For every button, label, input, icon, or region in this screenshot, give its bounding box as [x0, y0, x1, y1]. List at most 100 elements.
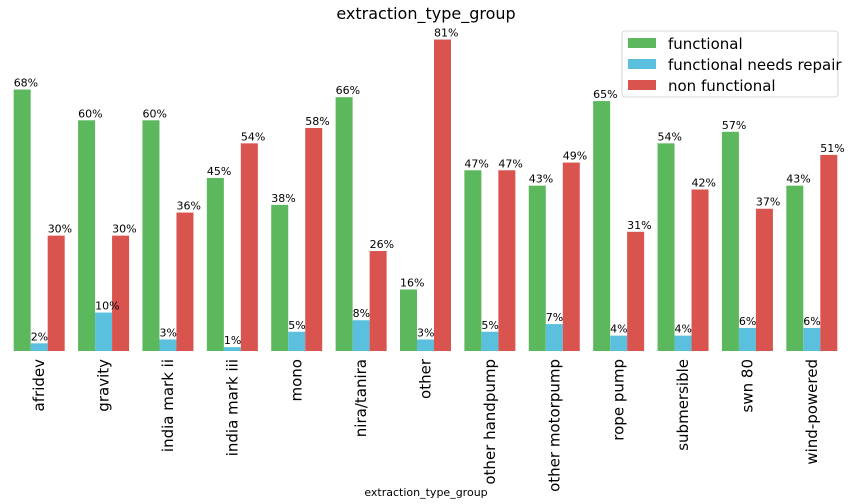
bar-nira-tanira-non-functional — [369, 251, 387, 351]
bar-gravity-functional-needs-repair — [95, 312, 113, 351]
data-label: 45% — [207, 165, 231, 178]
data-labels-layer: 68% 2% 30% 60% 10% 30% 60% 3% 36% 45% 1% 54% 38% 5% 58… — [14, 27, 845, 348]
data-label: 36% — [176, 200, 200, 213]
bar-india-mark-ii-non-functional — [176, 212, 194, 351]
x-tick-label: india mark iii — [223, 359, 241, 456]
legend-box — [621, 30, 839, 98]
bar-afridev-functional-needs-repair — [30, 343, 48, 351]
x-tick-label: other — [417, 358, 435, 399]
bar-gravity-non-functional — [112, 235, 130, 351]
data-label: 66% — [336, 84, 360, 97]
data-label: 10% — [95, 300, 119, 313]
data-label: 43% — [786, 173, 810, 186]
x-tick-label: nira/tanira — [352, 359, 370, 437]
data-label: 5% — [288, 319, 305, 332]
x-tick-label: submersible — [674, 359, 692, 451]
bar-other-functional-needs-repair — [417, 339, 434, 351]
bar-rope-pump-non-functional — [627, 231, 645, 351]
bar-nira-tanira-functional-needs-repair — [352, 320, 370, 351]
bar-afridev-non-functional — [47, 235, 65, 351]
data-label: 16% — [400, 276, 424, 289]
data-label: 42% — [692, 177, 716, 190]
x-tick-label: gravity — [95, 359, 113, 412]
data-label: 49% — [563, 150, 587, 163]
data-label: 57% — [722, 119, 746, 132]
x-tick-label: other handpump — [481, 359, 499, 485]
bar-submersible-functional — [657, 143, 675, 351]
data-label: 4% — [610, 323, 627, 336]
bar-swn-80-non-functional — [755, 208, 773, 351]
data-label: 7% — [546, 311, 563, 324]
bar-india-mark-iii-functional-needs-repair — [223, 347, 241, 351]
bar-swn-80-functional — [721, 131, 739, 351]
bar-mono-functional — [271, 204, 289, 351]
data-label: 6% — [803, 315, 820, 328]
x-tick-labels: afridev gravity india mark ii india mark ii… — [30, 358, 821, 492]
legend-label: functional — [668, 35, 743, 53]
bar-other-non-functional — [434, 39, 451, 351]
x-tick-label: afridev — [30, 359, 48, 412]
data-label: 3% — [159, 326, 176, 339]
bars-layer — [13, 39, 838, 352]
bar-other-motorpump-functional — [528, 185, 546, 351]
bar-wind-powered-non-functional — [820, 154, 838, 351]
bar-wind-powered-functional — [786, 185, 804, 351]
x-tick-label: wind-powered — [803, 359, 821, 465]
data-label: 5% — [481, 319, 498, 332]
data-label: 4% — [675, 323, 692, 336]
data-label: 47% — [464, 157, 488, 170]
data-label: 60% — [142, 107, 166, 120]
data-label: 68% — [14, 77, 38, 90]
bar-afridev-functional — [13, 89, 31, 352]
bar-other-motorpump-functional-needs-repair — [545, 324, 563, 351]
legend-swatch — [628, 80, 656, 90]
legend-label: functional needs repair — [668, 56, 842, 74]
data-label: 31% — [627, 219, 651, 232]
data-label: 30% — [112, 223, 136, 236]
data-label: 47% — [498, 157, 522, 170]
bar-mono-non-functional — [305, 127, 323, 351]
bar-other-functional — [400, 289, 417, 351]
data-label: 65% — [593, 88, 617, 101]
data-label: 37% — [756, 196, 780, 209]
x-tick-label: swn 80 — [738, 359, 756, 412]
bar-submersible-non-functional — [691, 189, 709, 351]
bar-other-motorpump-non-functional — [562, 162, 580, 351]
data-label: 54% — [241, 130, 265, 143]
legend: functional functional needs repair non fun… — [621, 30, 842, 98]
data-label: 60% — [78, 107, 102, 120]
bar-wind-powered-functional-needs-repair — [803, 327, 821, 351]
data-label: 54% — [658, 130, 682, 143]
legend-swatch — [628, 38, 656, 48]
x-axis-label: extraction_type_group — [364, 486, 487, 499]
data-label: 38% — [271, 192, 295, 205]
bar-rope-pump-functional — [593, 101, 611, 351]
bar-other-handpump-non-functional — [498, 170, 516, 351]
data-label: 81% — [434, 27, 458, 40]
data-label: 1% — [224, 334, 241, 347]
bar-other-handpump-functional-needs-repair — [481, 331, 499, 351]
x-tick-label: other motorpump — [545, 359, 563, 492]
bar-nira-tanira-functional — [335, 97, 353, 352]
data-label: 8% — [353, 307, 370, 320]
bar-gravity-functional — [78, 120, 96, 351]
x-tick-label: india mark ii — [159, 359, 177, 452]
data-label: 26% — [370, 238, 394, 251]
legend-swatch — [628, 59, 656, 69]
bar-india-mark-ii-functional-needs-repair — [159, 339, 177, 351]
bar-submersible-functional-needs-repair — [674, 335, 692, 351]
bar-other-handpump-functional — [464, 170, 482, 351]
data-label: 6% — [739, 315, 756, 328]
bar-mono-functional-needs-repair — [288, 331, 306, 351]
data-label: 3% — [417, 326, 434, 339]
bar-swn-80-functional-needs-repair — [738, 327, 756, 351]
bar-india-mark-ii-functional — [142, 120, 160, 351]
data-label: 51% — [820, 142, 844, 155]
chart-title: extraction_type_group — [336, 4, 515, 24]
bar-india-mark-iii-functional — [206, 177, 224, 351]
data-label: 58% — [305, 115, 329, 128]
data-label: 2% — [31, 330, 48, 343]
legend-label: non functional — [668, 77, 776, 95]
bar-rope-pump-functional-needs-repair — [610, 335, 628, 351]
